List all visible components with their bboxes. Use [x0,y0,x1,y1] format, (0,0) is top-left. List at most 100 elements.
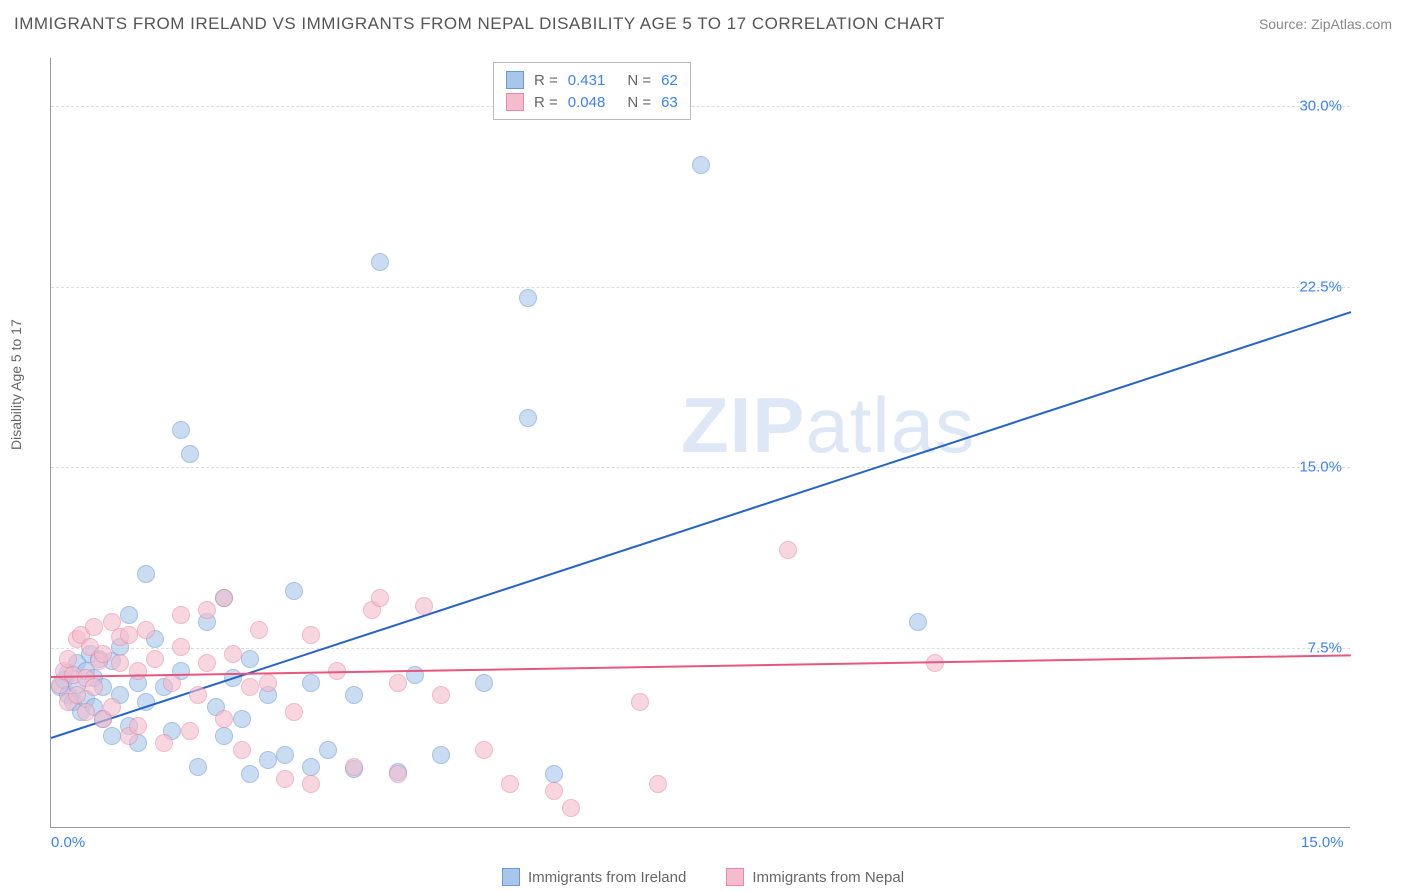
data-point [163,674,181,692]
data-point [345,686,363,704]
data-point [215,589,233,607]
legend-row: R = 0.431 N = 62 [506,69,678,91]
data-point [181,445,199,463]
data-point [103,698,121,716]
legend-r-value: 0.431 [568,72,606,89]
data-point [198,654,216,672]
data-point [475,741,493,759]
legend-n-label: N = [627,72,651,89]
legend-n-value: 63 [661,94,678,111]
grid-line [51,287,1350,288]
legend-bottom: Immigrants from Ireland Immigrants from N… [0,868,1406,886]
data-point [224,645,242,663]
legend-swatch [506,93,524,111]
data-point [779,541,797,559]
data-point [389,674,407,692]
data-point [285,703,303,721]
data-point [345,758,363,776]
data-point [250,621,268,639]
y-tick-label: 7.5% [1308,639,1342,656]
legend-r-value: 0.048 [568,94,606,111]
data-point [545,782,563,800]
x-tick-label: 0.0% [51,834,85,851]
data-point [120,606,138,624]
legend-row: R =0.048N =63 [506,91,678,113]
y-axis-label: Disability Age 5 to 17 [8,319,24,450]
legend-swatch [502,868,520,886]
data-point [909,613,927,631]
legend-series-name: Immigrants from Nepal [752,869,904,886]
data-point [259,674,277,692]
grid-line [51,648,1350,649]
data-point [302,775,320,793]
legend-item: Immigrants from Ireland [502,868,686,886]
data-point [285,582,303,600]
data-point [241,765,259,783]
data-point [276,746,294,764]
data-point [103,727,121,745]
data-point [215,710,233,728]
data-point [59,650,77,668]
legend-n-label: N = [627,94,651,111]
legend-n-value: 62 [661,72,678,89]
data-point [545,765,563,783]
data-point [233,710,251,728]
legend-swatch [726,868,744,886]
data-point [85,678,103,696]
data-point [120,626,138,644]
data-point [85,618,103,636]
data-point [302,674,320,692]
data-point [562,799,580,817]
data-point [631,693,649,711]
data-point [389,765,407,783]
watermark: ZIPatlas [681,380,975,471]
data-point [233,741,251,759]
data-point [155,734,173,752]
data-point [181,722,199,740]
data-point [129,662,147,680]
y-tick-label: 30.0% [1299,98,1342,115]
source-label: Source: ZipAtlas.com [1259,16,1392,32]
data-point [519,289,537,307]
correlation-legend: R = 0.431 N = 62R = 0.048 N = 63 [493,62,691,120]
data-point [111,654,129,672]
data-point [501,775,519,793]
data-point [371,589,389,607]
data-point [649,775,667,793]
data-point [432,746,450,764]
data-point [692,156,710,174]
data-point [172,638,190,656]
scatter-plot: ZIPatlas 7.5%15.0%22.5%30.0%0.0%15.0%R =… [50,58,1350,828]
data-point [172,606,190,624]
y-tick-label: 15.0% [1299,459,1342,476]
x-tick-label: 15.0% [1301,834,1344,851]
data-point [415,597,433,615]
data-point [172,421,190,439]
data-point [259,751,277,769]
data-point [189,758,207,776]
data-point [319,741,337,759]
legend-item: Immigrants from Nepal [726,868,904,886]
data-point [137,621,155,639]
data-point [198,601,216,619]
data-point [137,565,155,583]
y-tick-label: 22.5% [1299,278,1342,295]
grid-line [51,106,1350,107]
data-point [276,770,294,788]
legend-series-name: Immigrants from Ireland [528,869,686,886]
data-point [519,409,537,427]
data-point [129,717,147,735]
data-point [241,650,259,668]
data-point [432,686,450,704]
data-point [241,678,259,696]
data-point [146,650,164,668]
data-point [215,727,233,745]
data-point [94,645,112,663]
data-point [475,674,493,692]
data-point [302,626,320,644]
data-point [371,253,389,271]
legend-swatch [506,71,524,89]
data-point [68,686,86,704]
legend-r-label: R = [534,72,558,89]
data-point [302,758,320,776]
